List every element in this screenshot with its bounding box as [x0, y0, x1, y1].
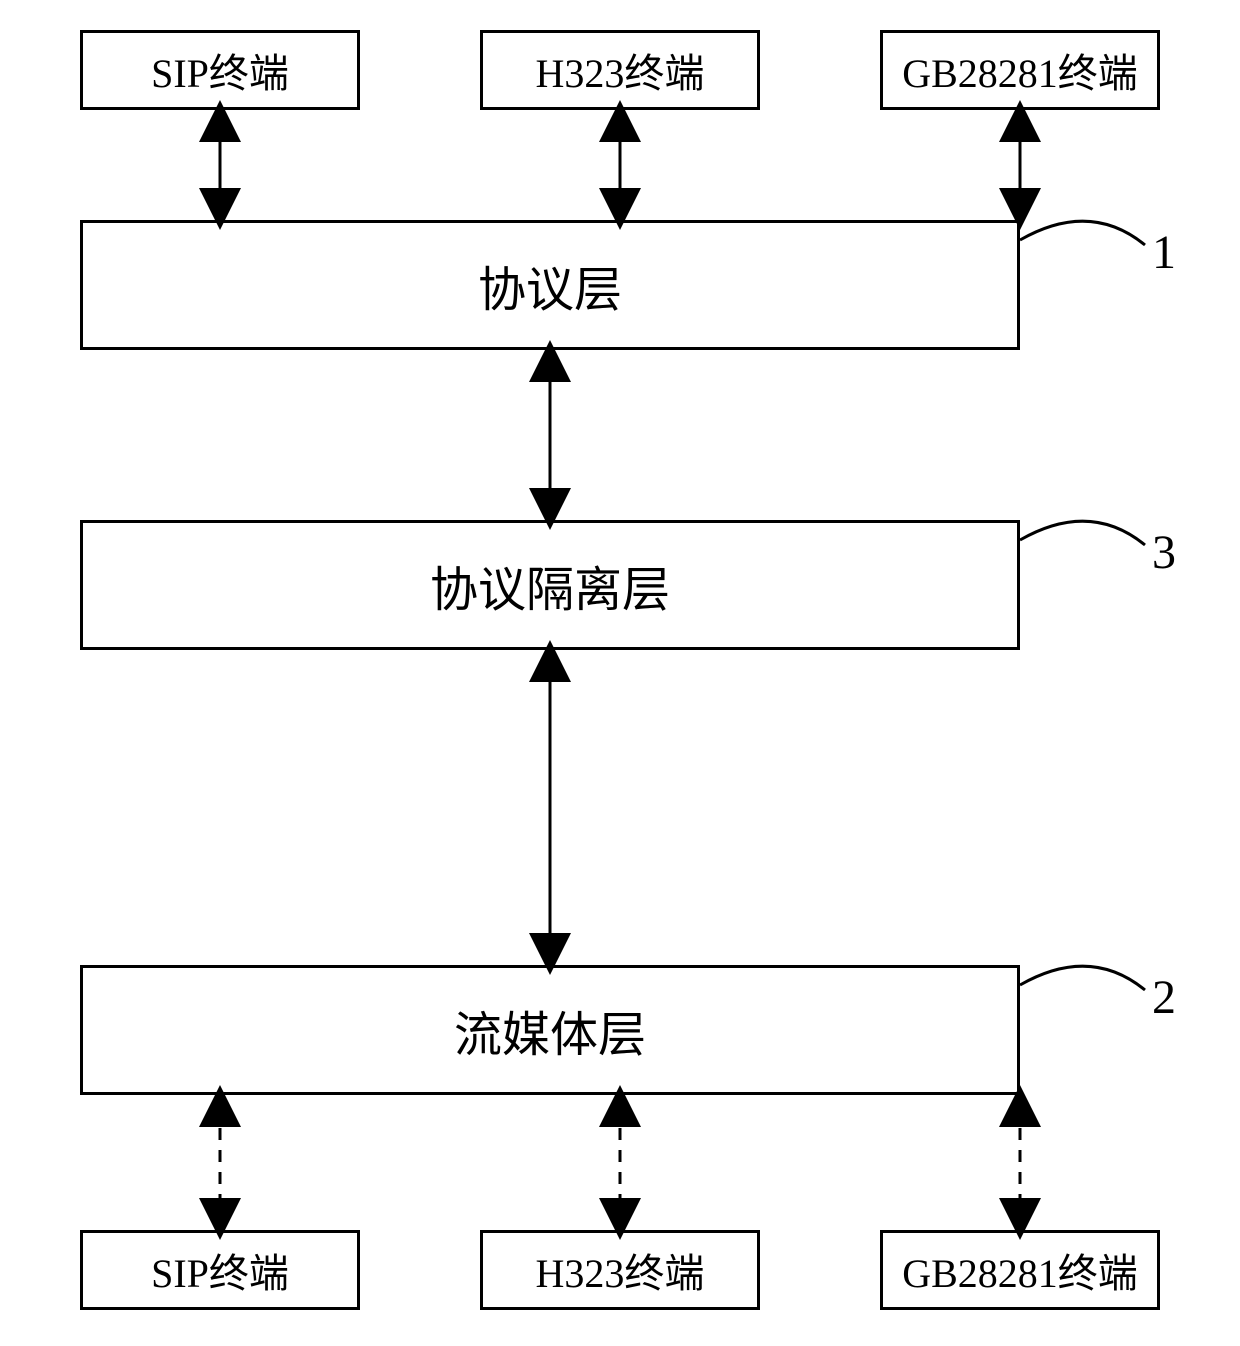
streaming-media-layer: 流媒体层 [80, 965, 1020, 1095]
sip-terminal-top-label: SIP终端 [151, 41, 289, 99]
sip-terminal-bottom: SIP终端 [80, 1230, 360, 1310]
layer-number-3: 3 [1152, 525, 1176, 580]
h323-terminal-top-label: H323终端 [536, 41, 705, 99]
arrow-h323-bottom [0, 0, 1240, 1346]
gb28281-terminal-top: GB28281终端 [880, 30, 1160, 110]
arrow-protocol-to-isolation [0, 0, 1240, 1346]
arrow-sip-bottom [0, 0, 1240, 1346]
h323-terminal-bottom-label: H323终端 [536, 1241, 705, 1299]
sip-terminal-top: SIP终端 [80, 30, 360, 110]
h323-terminal-bottom: H323终端 [480, 1230, 760, 1310]
h323-terminal-top: H323终端 [480, 30, 760, 110]
gb28281-terminal-bottom: GB28281终端 [880, 1230, 1160, 1310]
gb28281-terminal-bottom-label: GB28281终端 [902, 1241, 1138, 1299]
arrow-gb-bottom [0, 0, 1240, 1346]
protocol-layer: 协议层 [80, 220, 1020, 350]
protocol-isolation-layer: 协议隔离层 [80, 520, 1020, 650]
streaming-media-layer-label: 流媒体层 [454, 995, 646, 1065]
protocol-layer-label: 协议层 [478, 250, 622, 320]
leader-line-2 [0, 0, 1240, 1346]
gb28281-terminal-top-label: GB28281终端 [902, 41, 1138, 99]
leader-line-3 [0, 0, 1240, 1346]
arrow-sip-top [0, 0, 1240, 1346]
layer-number-2: 2 [1152, 970, 1176, 1025]
arrow-gb-top [0, 0, 1240, 1346]
protocol-isolation-layer-label: 协议隔离层 [430, 550, 670, 620]
leader-line-1 [0, 0, 1240, 1346]
arrow-isolation-to-media [0, 0, 1240, 1346]
arrow-h323-top [0, 0, 1240, 1346]
sip-terminal-bottom-label: SIP终端 [151, 1241, 289, 1299]
layer-number-1: 1 [1152, 225, 1176, 280]
